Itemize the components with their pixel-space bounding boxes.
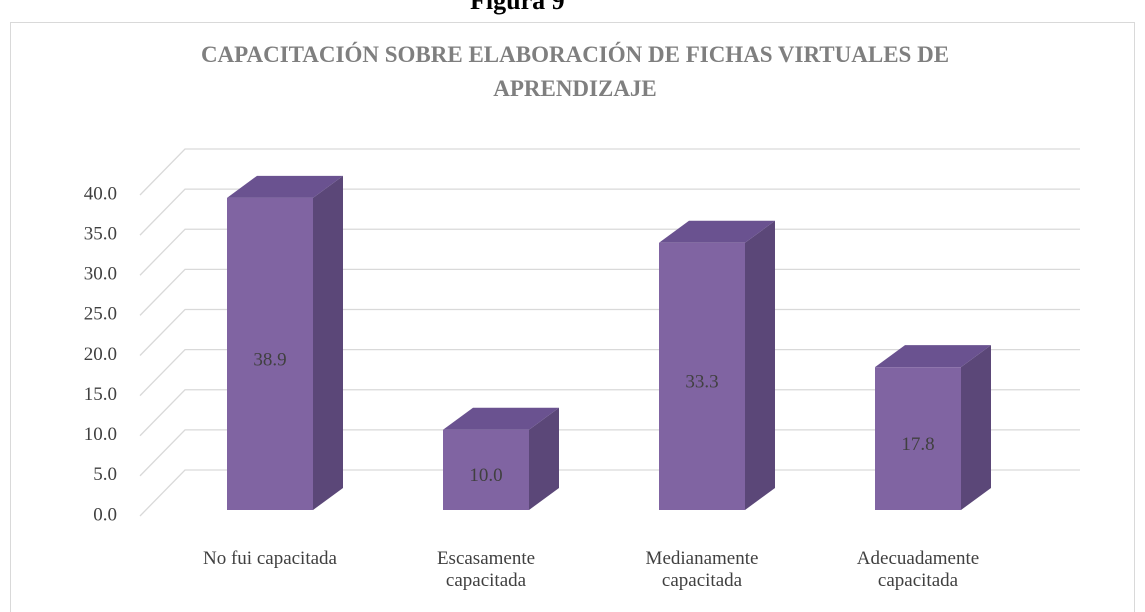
- grid-line: [139, 188, 1080, 236]
- y-tick-label: 30.0: [84, 264, 117, 285]
- bar-top: [443, 407, 559, 430]
- bar-top: [227, 175, 343, 198]
- y-tick-label: 10.0: [84, 424, 117, 445]
- grid-line: [139, 268, 1080, 316]
- bar: [227, 197, 313, 510]
- y-tick-label: 15.0: [84, 384, 117, 405]
- y-tick-label: 25.0: [84, 304, 117, 325]
- chart-title: CAPACITACIÓN SOBRE ELABORACIÓN DE FICHAS…: [200, 42, 950, 101]
- grid-line: [139, 348, 1080, 397]
- y-tick-label: 20.0: [84, 344, 117, 365]
- grid-line: [139, 469, 1080, 517]
- data-label: 38.9: [253, 349, 286, 370]
- bar-side: [745, 220, 775, 510]
- bar: [659, 242, 745, 510]
- grid-line: [139, 148, 1080, 196]
- bar-top: [659, 220, 775, 243]
- x-tick-label: Escasamente capacitada: [436, 548, 536, 591]
- x-tick-label: No fui capacitada: [203, 548, 337, 569]
- data-label: 33.3: [685, 372, 718, 393]
- caption: Figura 9: [470, 0, 565, 15]
- data-label: 10.0: [469, 465, 502, 486]
- y-tick-label: 0.0: [93, 504, 117, 525]
- bar: [443, 429, 529, 510]
- data-label: 17.8: [901, 434, 934, 455]
- bar: [875, 367, 961, 510]
- y-tick-label: 40.0: [84, 183, 117, 204]
- bar-side: [961, 345, 991, 510]
- grid-line: [139, 429, 1080, 477]
- bar-side: [313, 175, 343, 510]
- chart-border: [10, 22, 1135, 612]
- bar-top: [875, 345, 991, 368]
- y-tick-label: 35.0: [84, 223, 117, 244]
- grid-line: [139, 389, 1080, 437]
- x-tick-label: Adecuadamente capacitada: [856, 548, 980, 591]
- x-tick-label: Medianamente capacitada: [645, 548, 759, 591]
- y-tick-label: 5.0: [93, 464, 117, 485]
- bar-side: [529, 407, 559, 510]
- grid-line: [139, 228, 1080, 276]
- grid-line: [139, 308, 1080, 356]
